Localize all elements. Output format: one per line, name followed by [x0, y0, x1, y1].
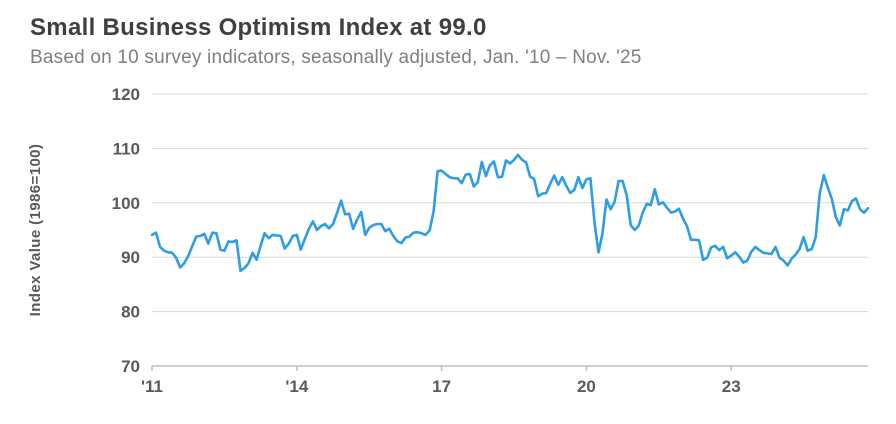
y-tick-label: 110 [113, 139, 140, 158]
chart-subtitle: Based on 10 survey indicators, seasonall… [30, 46, 642, 68]
optimism-line-chart: 70 80 90 100 110 120 '11 '14 17 20 23 Index Value (… [27, 85, 870, 396]
y-tick-label: 100 [112, 194, 140, 213]
y-axis-title: Index Value (1986=100) [27, 144, 44, 317]
x-tick-label: '14 [285, 377, 308, 396]
x-tick-label: '11 [141, 377, 163, 396]
chart-title: Small Business Optimism Index at 99.0 [30, 14, 487, 41]
y-tick-label: 90 [121, 248, 140, 267]
x-tick-label: 23 [722, 377, 741, 396]
x-tick-label: 17 [432, 377, 451, 396]
chart-area: 70 80 90 100 110 120 '11 '14 17 20 23 Index Value (… [0, 78, 896, 424]
y-tick-label: 80 [121, 303, 140, 322]
x-tick-label: 20 [577, 377, 596, 396]
y-tick-label: 70 [121, 357, 140, 376]
y-tick-label: 120 [112, 85, 140, 104]
optimism-index-line [150, 153, 870, 273]
chart-header: Small Business Optimism Index at 99.0 Ba… [30, 14, 870, 69]
